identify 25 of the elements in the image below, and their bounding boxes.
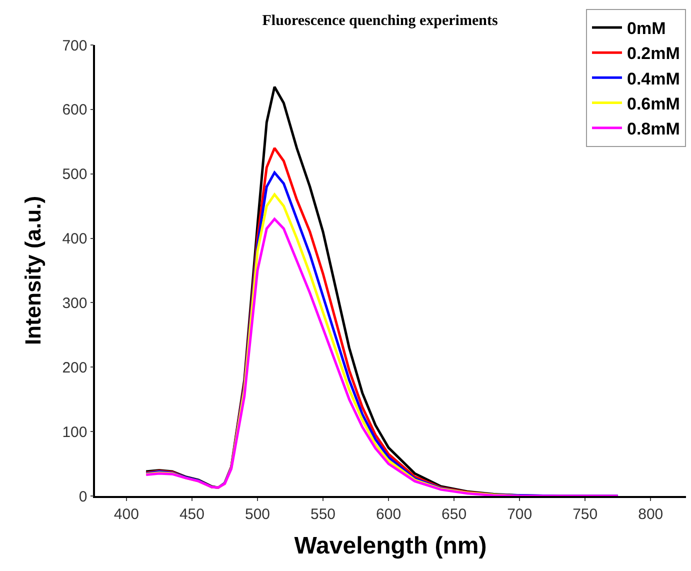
x-tick-label: 800 (638, 506, 664, 523)
y-tick-label: 0 (78, 488, 88, 506)
x-tick-label: 600 (376, 506, 402, 523)
x-tick-label: 700 (507, 506, 532, 523)
legend-label: 0mM (627, 19, 666, 38)
x-tick-label: 650 (442, 506, 467, 523)
y-tick-label: 500 (62, 166, 88, 184)
legend-label: 0.6mM (627, 94, 680, 114)
y-tick-label: 100 (62, 424, 88, 441)
x-tick-label: 450 (179, 506, 204, 523)
legend-label: 0.8mM (627, 120, 680, 138)
x-tick-label: 400 (114, 506, 139, 523)
x-tick-label: 500 (244, 506, 270, 523)
x-tick-label: 750 (572, 506, 598, 523)
y-tick-label: 400 (62, 230, 88, 248)
legend-label: 0.2mM (627, 44, 680, 64)
chart-title: Fluorescence quenching experiments (262, 12, 498, 29)
y-axis-title: Intensity (a.u.) (20, 196, 46, 346)
y-tick-label: 300 (62, 294, 88, 312)
y-tick-label: 600 (62, 102, 88, 119)
x-axis-title: Wavelength (nm) (294, 532, 487, 560)
legend-label: 0.4mM (627, 69, 680, 88)
y-tick-label: 700 (62, 37, 88, 54)
y-tick-label: 200 (62, 359, 88, 376)
x-tick-label: 550 (310, 506, 336, 523)
